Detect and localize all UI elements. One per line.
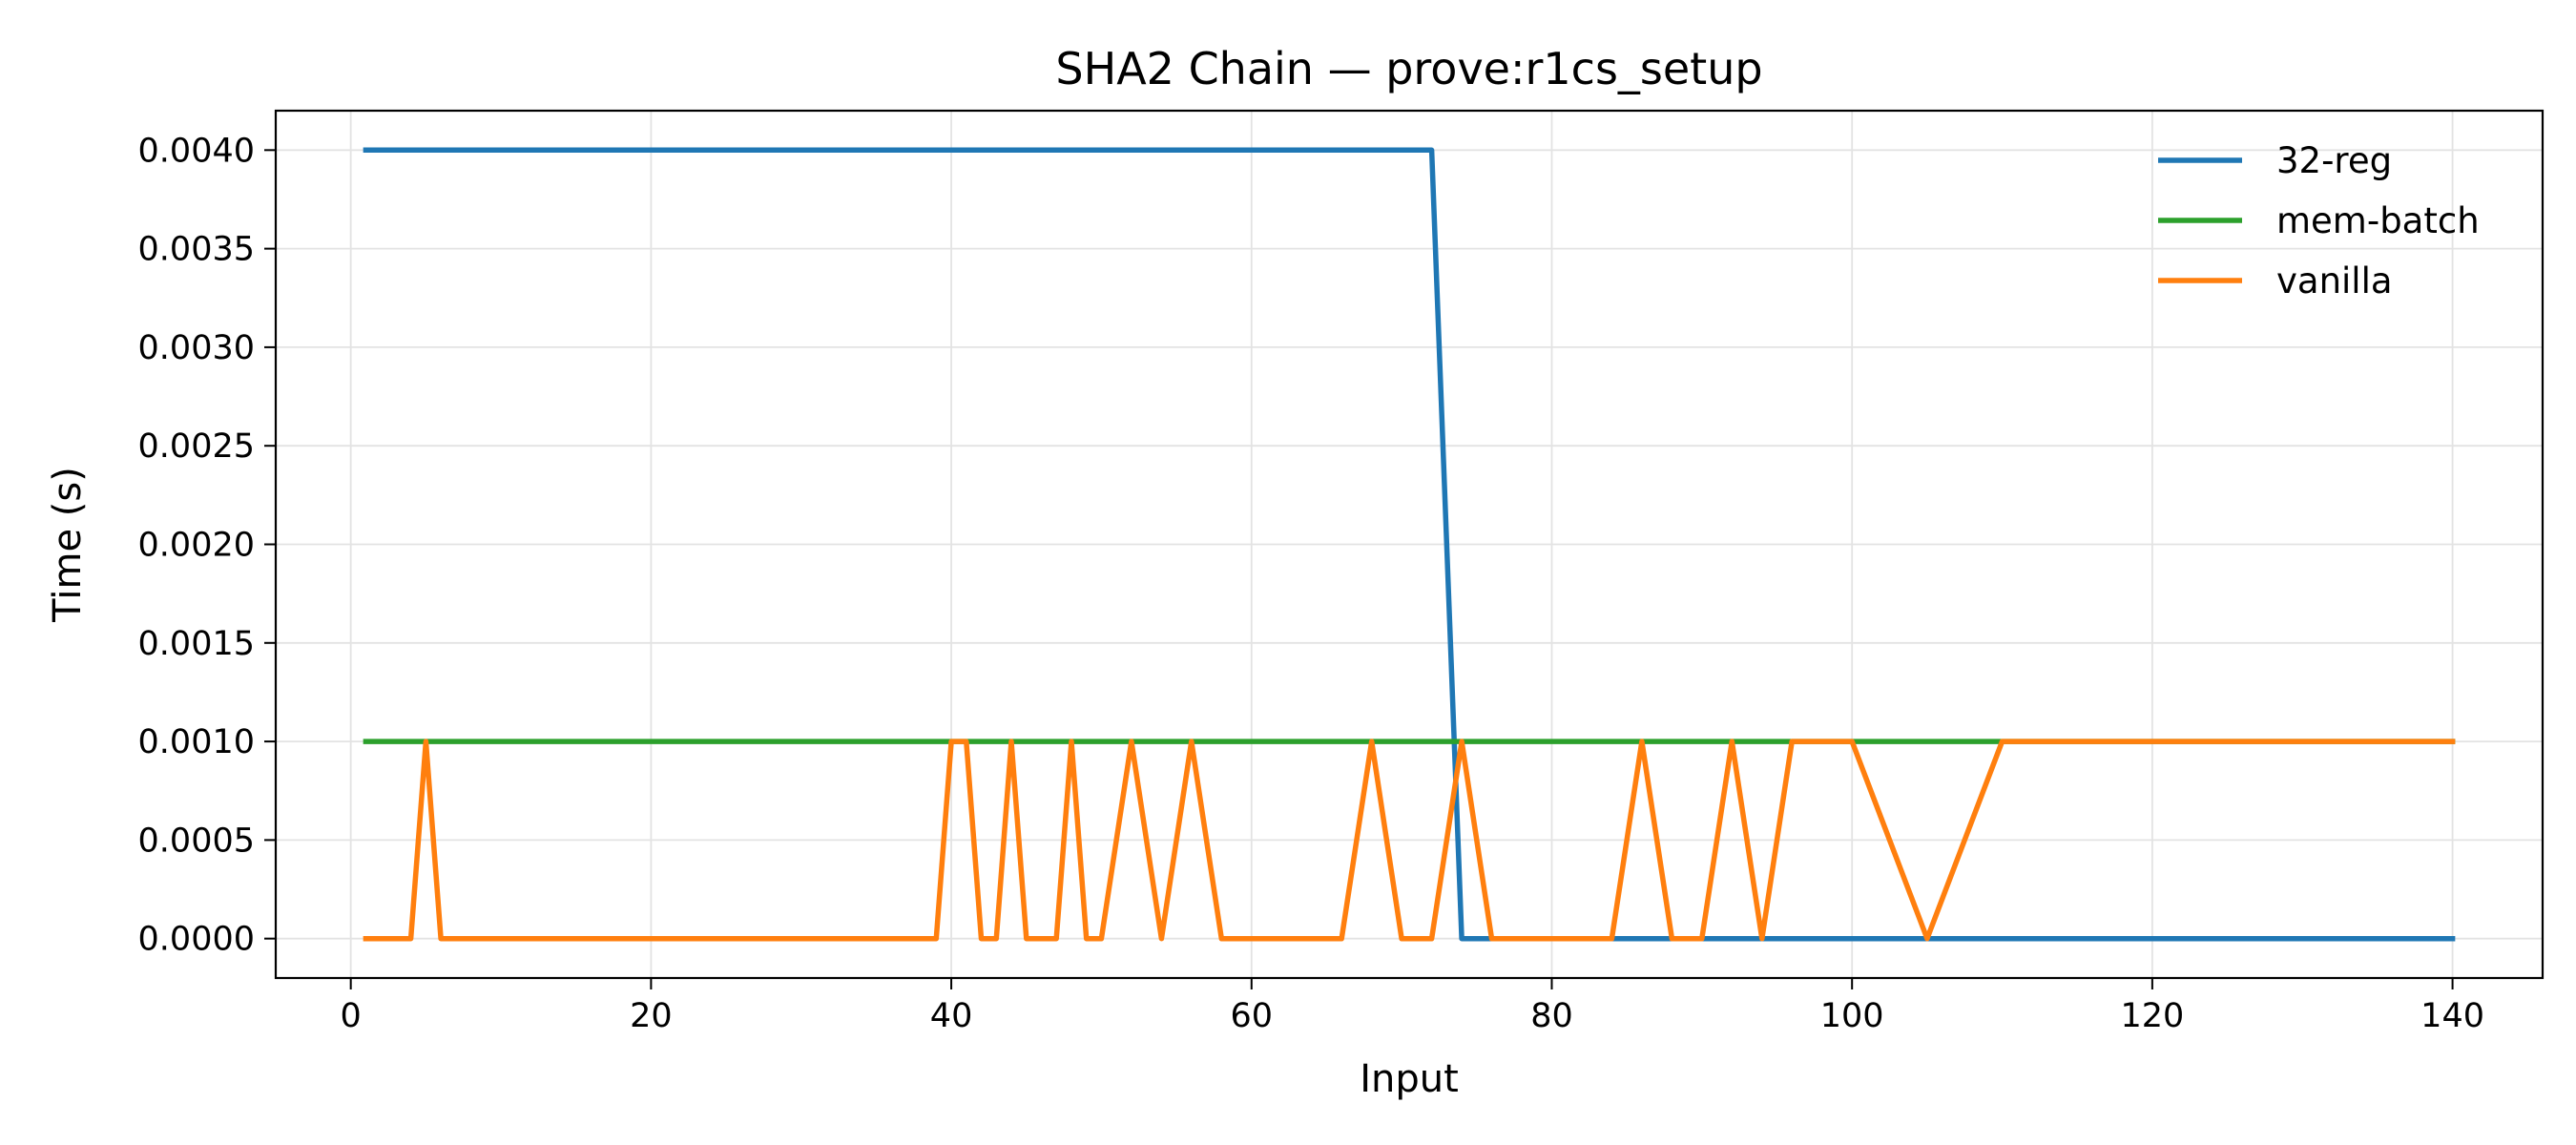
- legend-label-vanilla: vanilla: [2276, 260, 2393, 302]
- x-tick-label: 100: [1820, 997, 1884, 1035]
- x-axis-label: Input: [1360, 1057, 1459, 1101]
- y-tick-label: 0.0005: [138, 822, 255, 860]
- y-axis-ticks: 0.0000 0.0005 0.0010 0.0015 0.0020 0.0025 0.00…: [138, 132, 276, 959]
- y-tick-label: 0.0020: [138, 527, 255, 565]
- y-tick-label: 0.0030: [138, 329, 255, 367]
- y-tick-label: 0.0000: [138, 921, 255, 959]
- x-axis-ticks: 0 20 40 60 80 100 120 140: [341, 978, 2484, 1035]
- y-tick-label: 0.0015: [138, 625, 255, 663]
- series-lines: [363, 147, 2456, 942]
- y-axis-label: Time (s): [46, 467, 90, 623]
- series-line-32-reg: [363, 147, 2456, 942]
- legend: 32-reg mem-batch vanilla: [2158, 140, 2480, 302]
- legend-label-32-reg: 32-reg: [2276, 140, 2392, 181]
- y-tick-label: 0.0040: [138, 132, 255, 170]
- y-tick-label: 0.0035: [138, 231, 255, 269]
- x-tick-label: 20: [630, 997, 673, 1035]
- series-line-vanilla: [363, 739, 2456, 942]
- x-tick-label: 120: [2120, 997, 2184, 1035]
- x-tick-label: 40: [930, 997, 973, 1035]
- x-tick-label: 60: [1231, 997, 1274, 1035]
- x-tick-label: 0: [341, 997, 362, 1035]
- y-tick-label: 0.0025: [138, 427, 255, 466]
- y-tick-label: 0.0010: [138, 723, 255, 761]
- legend-label-mem-batch: mem-batch: [2276, 200, 2480, 241]
- x-tick-label: 80: [1530, 997, 1573, 1035]
- x-tick-label: 140: [2420, 997, 2484, 1035]
- chart-title: SHA2 Chain — prove:r1cs_setup: [1055, 43, 1762, 94]
